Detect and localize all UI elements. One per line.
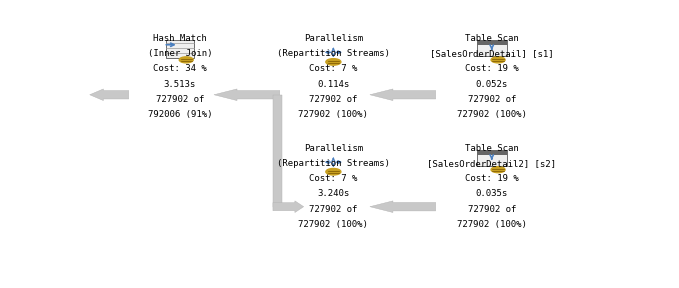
Text: Cost: 19 %: Cost: 19 % (465, 65, 519, 73)
FancyArrow shape (273, 201, 304, 213)
Text: 727902 of: 727902 of (309, 205, 358, 214)
Text: 727902 of: 727902 of (155, 95, 204, 104)
Text: [SalesOrderDetail] [s1]: [SalesOrderDetail] [s1] (430, 49, 553, 58)
FancyArrow shape (90, 89, 129, 101)
Text: (Repartition Streams): (Repartition Streams) (277, 159, 390, 168)
Text: 727902 of: 727902 of (468, 95, 516, 104)
Bar (166, 40, 194, 58)
Circle shape (491, 167, 505, 173)
Text: 727902 of: 727902 of (309, 95, 358, 104)
Bar (477, 150, 507, 166)
Text: 3.513s: 3.513s (164, 79, 196, 89)
Text: [SalesOrderDetail2] [s2]: [SalesOrderDetail2] [s2] (427, 159, 556, 168)
Text: Cost: 7 %: Cost: 7 % (309, 174, 358, 183)
Text: 0.052s: 0.052s (475, 79, 508, 89)
Text: 3.240s: 3.240s (317, 190, 350, 198)
Bar (477, 40, 507, 46)
Text: 727902 (100%): 727902 (100%) (457, 220, 527, 229)
Bar (477, 150, 507, 155)
Text: (Repartition Streams): (Repartition Streams) (277, 49, 390, 58)
Text: Parallelism: Parallelism (304, 34, 363, 43)
Text: Cost: 19 %: Cost: 19 % (465, 174, 519, 183)
Text: 727902 of: 727902 of (468, 205, 516, 214)
Text: Table Scan: Table Scan (465, 34, 519, 43)
Circle shape (491, 57, 505, 63)
FancyArrow shape (370, 201, 436, 213)
Text: 0.035s: 0.035s (475, 190, 508, 198)
Text: 792006 (91%): 792006 (91%) (147, 110, 212, 119)
Text: 727902 (100%): 727902 (100%) (457, 110, 527, 119)
Text: 727902 (100%): 727902 (100%) (299, 110, 368, 119)
Text: Table Scan: Table Scan (465, 144, 519, 153)
Text: Cost: 7 %: Cost: 7 % (309, 65, 358, 73)
Text: Hash Match: Hash Match (153, 34, 207, 43)
Bar (477, 40, 507, 56)
Text: Parallelism: Parallelism (304, 144, 363, 153)
Bar (273, 95, 282, 207)
FancyArrow shape (214, 89, 280, 101)
FancyArrow shape (370, 89, 436, 101)
Text: 727902 (100%): 727902 (100%) (299, 220, 368, 229)
Text: (Inner Join): (Inner Join) (147, 49, 212, 58)
Circle shape (179, 57, 194, 63)
Text: Cost: 34 %: Cost: 34 % (153, 65, 207, 73)
Circle shape (326, 59, 341, 65)
Text: 0.114s: 0.114s (317, 79, 350, 89)
Circle shape (326, 168, 341, 175)
